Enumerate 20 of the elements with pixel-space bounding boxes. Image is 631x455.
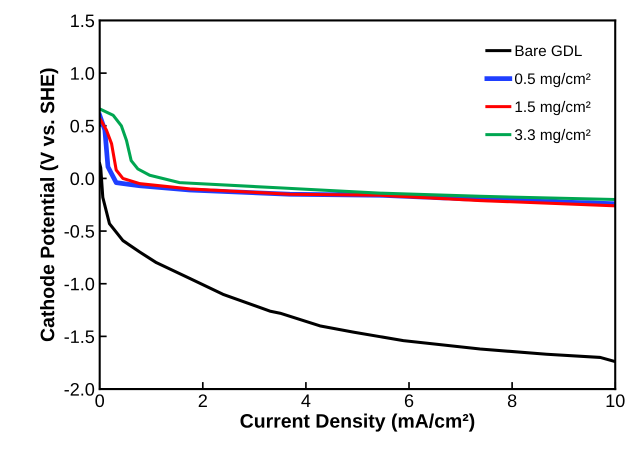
legend-label: Bare GDL bbox=[516, 45, 582, 56]
x-tick-label: 2 bbox=[198, 394, 207, 407]
y-tick-label: -0.5 bbox=[64, 225, 94, 238]
x-tick-label: 0 bbox=[95, 394, 104, 408]
legend-label: 1.5 mg/cm² bbox=[516, 100, 590, 116]
legend-label: 3.3 mg/cm² bbox=[514, 128, 590, 144]
x-tick-label: 4 bbox=[301, 394, 310, 407]
x-axis-title: Current Density (mA/cm²) bbox=[240, 413, 474, 432]
y-tick-label: -1.0 bbox=[64, 278, 94, 290]
y-tick-label: 0.5 bbox=[70, 120, 94, 132]
x-tick-label: 10 bbox=[606, 394, 625, 408]
x-tick-label: 8 bbox=[508, 394, 516, 408]
y-tick-label: -1.5 bbox=[64, 330, 94, 344]
y-tick-label: 1.5 bbox=[71, 14, 94, 28]
x-tick-label: 6 bbox=[404, 394, 414, 408]
y-tick-label: 0.0 bbox=[70, 172, 94, 186]
y-axis-title: Cathode Potential (V vs. SHE) bbox=[40, 68, 58, 342]
legend-label: 0.5 mg/cm² bbox=[514, 72, 590, 88]
y-tick-label: 1.0 bbox=[71, 67, 94, 80]
y-tick-label: -2.0 bbox=[64, 382, 94, 396]
